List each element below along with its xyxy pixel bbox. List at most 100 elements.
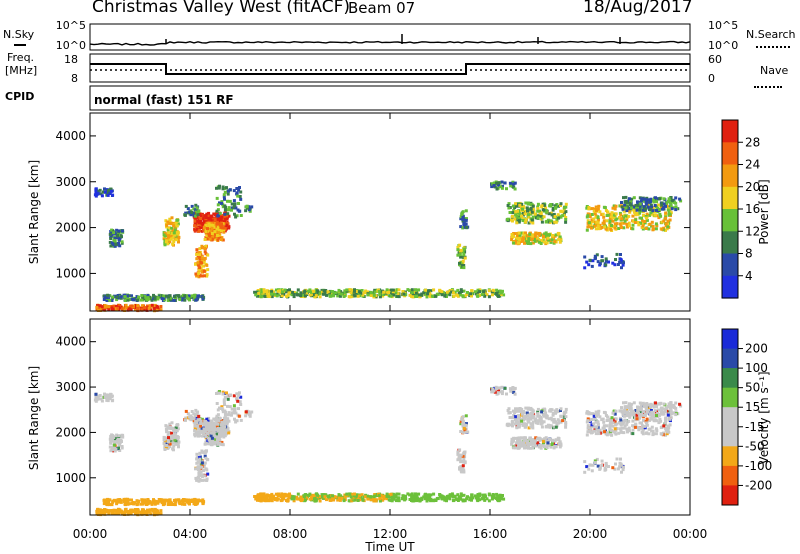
velocity-cell [550,418,554,422]
velocity-cell [146,500,150,504]
power-cell [221,187,225,191]
velocity-cell [99,397,103,401]
power-cell [552,241,556,245]
power-cell [535,232,539,236]
velocity-cell [521,423,525,427]
velocity-cell [594,410,598,414]
power-cell [511,180,515,184]
freq-left-tick-top: 18 [64,53,78,66]
power-cell [549,203,553,206]
velocity-cell [532,414,536,418]
velocity-cell [428,495,432,499]
power-cell [642,208,645,212]
power-cell [623,219,627,223]
velocity-cell [514,444,518,448]
velocity-cell [334,495,338,499]
power-cell [652,198,655,202]
velocity-cell [412,497,416,501]
power-cell [195,252,199,256]
velocity-cell [166,439,170,443]
velocity-cell [247,413,251,417]
power-cell [210,232,214,235]
power-cell [524,241,528,245]
velocity-cell [644,421,648,425]
velocity-cell [111,398,115,402]
velocity-cell [463,423,466,427]
velocity-cell [513,386,517,390]
velocity-cell [535,437,539,441]
power-cell [611,219,615,223]
power-cell [343,291,347,295]
velocity-cell [546,441,550,445]
power-cell [648,207,652,211]
power-cell [662,226,666,230]
velocity-cell [544,414,548,418]
velocity-cell [167,436,170,440]
velocity-cell [225,422,229,426]
power-cell [237,202,240,205]
power-cell [200,212,204,216]
velocity-cell [98,508,102,512]
velocity-cell [166,425,170,429]
velocity-cell [197,479,201,483]
power-cell [289,290,293,294]
power-cell [442,291,446,295]
velocity-cell [654,418,657,422]
power-cell [364,289,368,293]
velocity-cell [204,456,208,460]
velocity-cell [237,414,241,418]
power-cell [631,227,635,231]
velocity-cell [394,495,398,499]
velocity-cell [275,498,279,502]
velocity-cell [528,437,532,441]
power-cell [638,204,642,208]
velocity-cell [232,394,236,398]
power-cell [622,226,626,230]
power-cell [602,219,606,223]
velocity-cell [397,499,401,503]
velocity-cell [167,499,170,503]
velocity-cell [93,398,97,402]
velocity-cell [127,511,131,515]
power-cell [259,295,263,299]
velocity-cell [627,414,631,418]
power-cell [345,288,349,292]
velocity-cell [625,427,629,431]
power-cell [632,219,636,223]
velocity-cell [512,387,516,391]
velocity-cell [136,508,140,511]
velocity-cell [490,497,494,501]
velocity-cell [513,422,517,426]
velocity-cell [112,443,116,447]
power-cell [94,189,98,193]
velocity-cell [137,499,141,503]
power-cell [464,218,468,222]
power-cell [175,231,179,235]
power-cell [639,221,642,225]
velocity-cell [217,436,221,440]
power-cell [356,294,360,298]
velocity-cell [248,414,252,418]
power-cell [288,288,291,292]
power-cell [473,290,477,294]
power-cell [108,232,112,236]
velocity-cell [110,433,114,437]
velocity-cell [113,512,117,516]
velocity-cell [200,426,204,430]
power-cell [127,307,131,311]
velocity-cell [168,442,172,446]
velocity-cell [197,456,201,460]
velocity-cell [268,498,272,502]
noise-panel-frame [89,23,691,51]
power-cell [600,259,604,263]
power-cell [286,293,290,297]
velocity-cell [664,433,667,437]
power-cell [666,219,670,223]
velocity-cell [519,436,523,440]
power-cell [660,220,664,224]
velocity-cell [529,425,533,429]
power-cell [613,207,617,211]
velocity-cell [526,413,530,417]
velocity-cell [210,431,214,435]
power-cell [660,203,664,207]
